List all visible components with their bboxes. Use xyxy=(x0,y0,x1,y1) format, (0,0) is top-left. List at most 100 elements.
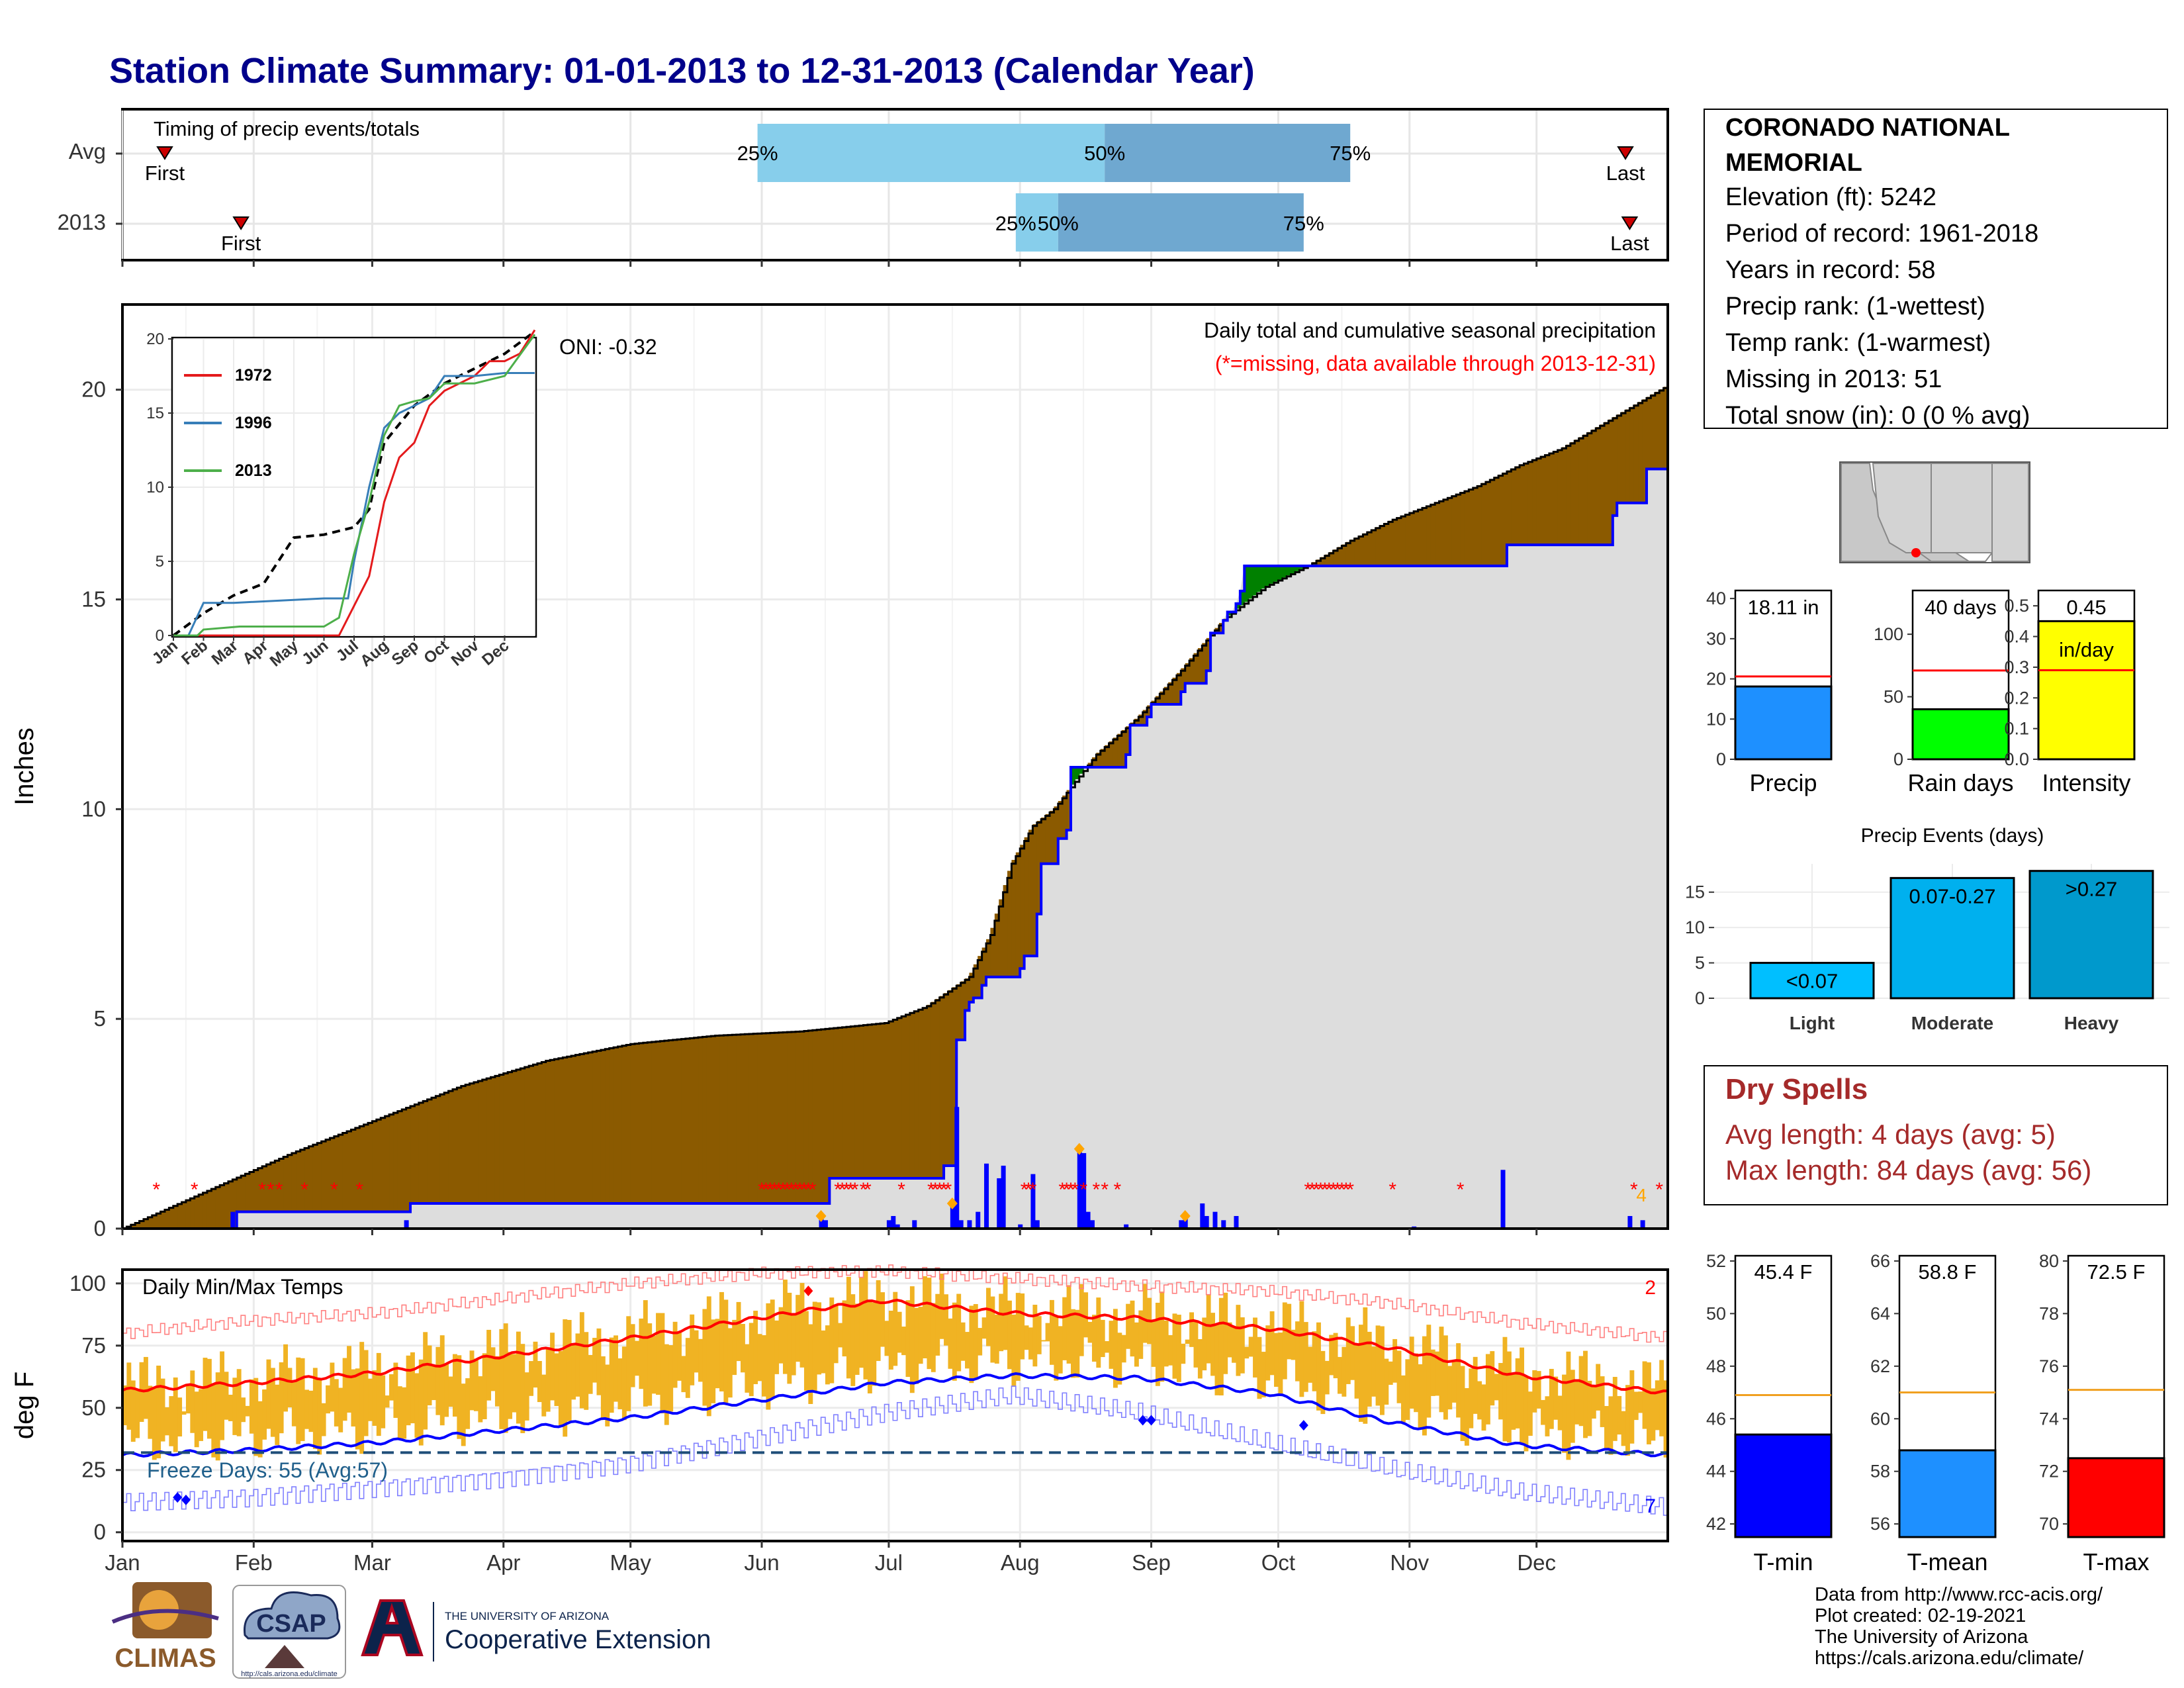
daily-precip-bar xyxy=(1234,1215,1239,1229)
t-max-ytick-label: 80 xyxy=(2039,1251,2059,1271)
deficit-band xyxy=(262,1165,267,1212)
deficit-band xyxy=(1058,801,1063,839)
daily-temp-bar xyxy=(1418,1364,1423,1430)
daily-temp-bar xyxy=(461,1383,466,1446)
missing-day-marker: * xyxy=(792,1179,799,1201)
deficit-band xyxy=(296,1150,301,1212)
deficit-band xyxy=(981,947,987,986)
daily-temp-bar xyxy=(1206,1294,1211,1364)
timing-p50-label-avg: 50% xyxy=(1084,142,1125,165)
last-event-label-avg: Last xyxy=(1606,162,1645,185)
missing-day-marker: * xyxy=(300,1179,308,1201)
temp-summary-bars: 45.4 F 42 44 46 48 50 52 T-min 58.8 F 56 58 60 62 64 6… xyxy=(1706,1251,2165,1575)
missing-day-marker: * xyxy=(784,1179,792,1201)
t-min-ytick-label: 42 xyxy=(1706,1514,1726,1534)
deficit-band xyxy=(461,1085,466,1203)
daily-temp-bar xyxy=(1460,1366,1465,1441)
surplus-band xyxy=(1265,565,1271,586)
daily-temp-bar xyxy=(194,1391,199,1448)
inset-line-1996 xyxy=(173,372,535,637)
daily-temp-bar xyxy=(1308,1346,1313,1383)
deficit-band xyxy=(190,1197,195,1229)
daily-temp-bar xyxy=(1379,1326,1385,1415)
daily-temp-bar xyxy=(486,1329,492,1401)
t-mean-ytick-label: 64 xyxy=(1870,1303,1890,1323)
deficit-band xyxy=(185,1199,191,1229)
daily-temp-bar xyxy=(423,1332,428,1430)
daily-temp-bar xyxy=(1647,1362,1651,1444)
climas-wordmark: CLIMAS xyxy=(114,1644,216,1673)
deficit-band xyxy=(312,1144,318,1212)
temp-ytick-label: 50 xyxy=(81,1395,106,1420)
daily-temp-bar xyxy=(727,1328,733,1398)
deficit-band xyxy=(719,1035,725,1203)
deficit-band xyxy=(1617,414,1622,503)
daily-temp-bar xyxy=(1240,1317,1245,1374)
t-mean-ytick-label: 56 xyxy=(1870,1514,1890,1534)
daily-temp-bar xyxy=(1608,1396,1614,1455)
daily-temp-bar xyxy=(1062,1297,1068,1360)
daily-temp-bar xyxy=(1113,1309,1118,1388)
temp-ytick-label: 100 xyxy=(69,1271,106,1295)
month-label: Apr xyxy=(486,1550,520,1575)
daily-temp-bar xyxy=(1490,1351,1495,1406)
daily-temp-bar xyxy=(275,1384,280,1445)
record-high-line xyxy=(122,1264,1668,1343)
month-label: Feb xyxy=(235,1550,273,1575)
inset-ytick-label: 10 xyxy=(146,479,164,496)
credits: Data from http://www.rcc-acis.org/ Plot … xyxy=(1815,1584,2103,1669)
inset-ytick-label: 0 xyxy=(156,627,164,645)
daily-temp-bar xyxy=(381,1375,386,1429)
record-low-marker xyxy=(181,1494,191,1505)
deficit-band xyxy=(1168,682,1173,704)
daily-temp-bar xyxy=(1520,1347,1524,1444)
timing-bar-q2-avg xyxy=(1105,124,1351,182)
record-high-count: 2 xyxy=(1645,1277,1656,1299)
t-max-ytick-label: 72 xyxy=(2039,1462,2059,1481)
deficit-band xyxy=(1324,554,1330,566)
deficit-band xyxy=(923,1007,928,1178)
daily-temp-bar xyxy=(969,1305,974,1383)
daily-temp-bar xyxy=(614,1335,618,1402)
deficit-band xyxy=(308,1145,314,1212)
deficit-band xyxy=(872,1024,877,1178)
deficit-band xyxy=(291,1152,296,1212)
deficit-band xyxy=(338,1133,343,1212)
daily-precip-bar xyxy=(1030,1174,1036,1229)
daily-temp-bar xyxy=(1345,1317,1351,1384)
daily-temp-bar xyxy=(1036,1316,1042,1354)
deficit-band xyxy=(1384,522,1389,566)
daily-temp-bar xyxy=(1562,1374,1567,1453)
daily-temp-bar xyxy=(148,1385,153,1439)
daily-temp-bar xyxy=(1320,1350,1326,1415)
daily-temp-bar xyxy=(1109,1321,1114,1369)
station-elevation: Elevation (ft): 5242 xyxy=(1725,183,1936,211)
deficit-band xyxy=(1185,663,1190,684)
precip-events-title: Precip Events (days) xyxy=(1861,825,2044,847)
daily-temp-bar xyxy=(965,1332,970,1369)
events-bar-moderate xyxy=(1889,876,2015,1000)
month-label: Jul xyxy=(875,1550,903,1575)
daily-temp-bar xyxy=(160,1378,165,1442)
deficit-band xyxy=(432,1097,436,1203)
daily-temp-bar xyxy=(190,1370,195,1433)
daily-temp-bar xyxy=(1041,1340,1046,1342)
daily-temp-bar xyxy=(533,1341,538,1388)
deficit-band xyxy=(1345,541,1351,566)
daily-temp-bar xyxy=(948,1318,953,1369)
daily-precip-bar xyxy=(1204,1215,1209,1229)
map-border xyxy=(1919,552,1993,562)
station-snow: Total snow (in): 0 (0 % avg) xyxy=(1725,402,2030,430)
daily-temp-bar xyxy=(1498,1363,1504,1420)
daily-temp-bar xyxy=(524,1372,529,1421)
daily-temp-bar xyxy=(1181,1343,1186,1364)
daily-temp-bar xyxy=(206,1358,212,1439)
deficit-band xyxy=(897,1017,902,1178)
deficit-band xyxy=(1396,517,1402,566)
missing-day-marker: * xyxy=(766,1179,774,1201)
daily-temp-bar xyxy=(723,1299,729,1403)
daily-temp-bar xyxy=(846,1276,851,1379)
credit-line1: Data from http://www.rcc-acis.org/ xyxy=(1815,1584,2103,1605)
deficit-band xyxy=(1490,479,1495,566)
missing-day-marker: * xyxy=(846,1179,854,1201)
